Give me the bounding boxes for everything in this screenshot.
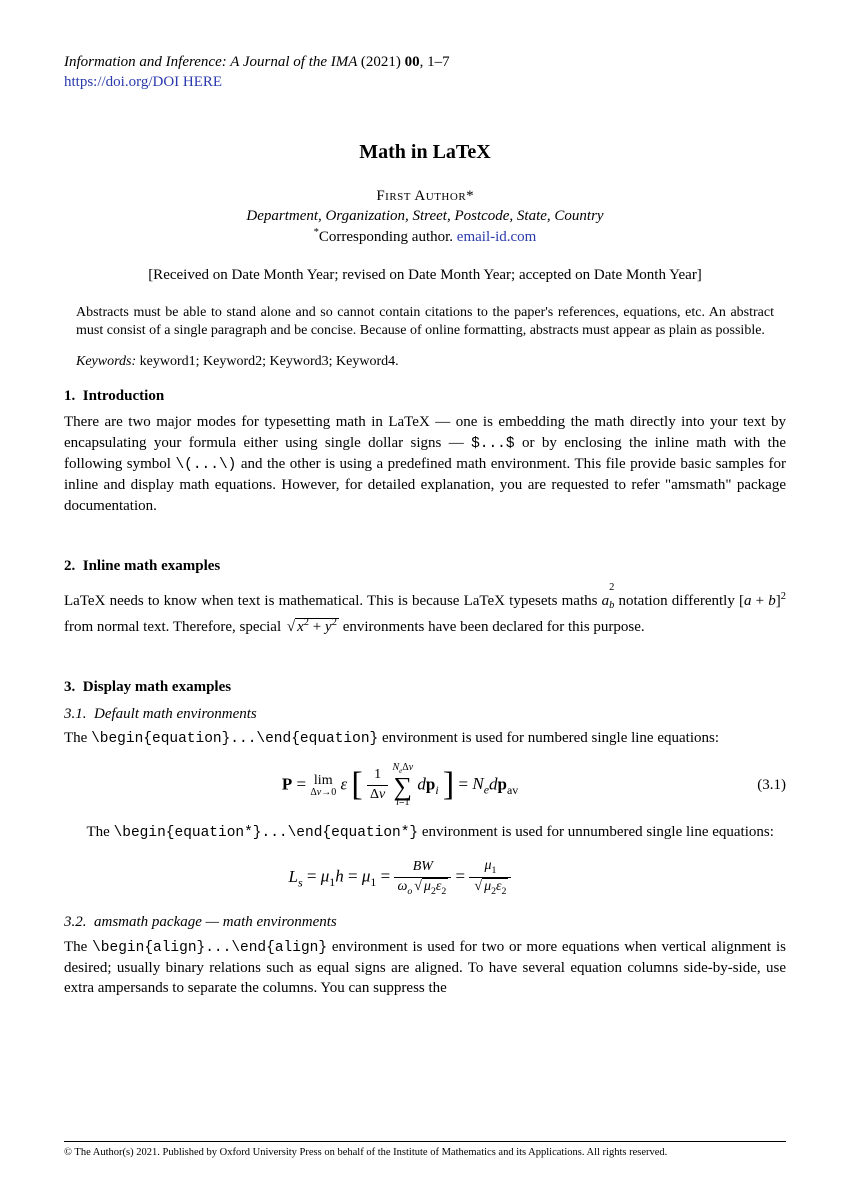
equation-3-1-body: P = limΔv→0 ε [ 1Δv NeΔv∑i=1 dpi ] = Ned… <box>282 763 518 808</box>
inline-math-2: [a + b]2 <box>739 593 786 609</box>
equation-3-1-number: (3.1) <box>736 775 786 795</box>
author-name-line: First Author* <box>64 186 786 206</box>
corresponding-line: *Corresponding author. email-id.com <box>64 226 786 247</box>
section-1-heading: 1. Introduction <box>64 386 786 406</box>
keywords: Keywords: keyword1; Keyword2; Keyword3; … <box>76 353 774 372</box>
inline-math-paragraph: LaTeX needs to know when text is mathema… <box>64 583 786 638</box>
doi-link[interactable]: https://doi.org/DOI HERE <box>64 74 222 90</box>
article-title: Math in LaTeX <box>64 139 786 166</box>
author-block: First Author* Department, Organization, … <box>64 186 786 248</box>
author-email[interactable]: email-id.com <box>457 229 537 245</box>
align-env-code: \begin{align}...\end{align} <box>92 940 327 956</box>
author-name: First Author <box>376 188 466 204</box>
inline-math-3: x2 + y2 <box>285 619 339 635</box>
equation-unnumbered: Ls = μ1h = μ1 = BWωoμ2ε2 = μ1μ2ε2 <box>64 857 786 898</box>
equation-unnumbered-body: Ls = μ1h = μ1 = BWωoμ2ε2 = μ1μ2ε2 <box>289 857 512 898</box>
abstract: Abstracts must be able to stand alone an… <box>76 304 774 342</box>
section-2-heading: 2. Inline math examples <box>64 556 786 576</box>
disp-2-paragraph: The \begin{equation*}...\end{equation*} … <box>64 822 786 843</box>
inline-math-1: a2b <box>602 593 615 609</box>
equation-env-code: \begin{equation}...\end{equation} <box>91 731 378 747</box>
journal-name: Information and Inference: A Journal of … <box>64 54 357 70</box>
section-3-heading: 3. Display math examples <box>64 677 786 697</box>
keywords-label: Keywords: <box>76 354 136 369</box>
doi-line: https://doi.org/DOI HERE <box>64 72 786 92</box>
running-head: Information and Inference: A Journal of … <box>64 52 786 72</box>
intro-paragraph: There are two major modes for typesettin… <box>64 412 786 516</box>
author-affiliation: Department, Organization, Street, Postco… <box>64 206 786 226</box>
disp-1-paragraph: The \begin{equation}...\end{equation} en… <box>64 728 786 749</box>
equation-3-1: P = limΔv→0 ε [ 1Δv NeΔv∑i=1 dpi ] = Ned… <box>64 763 786 808</box>
journal-year: (2021) 00, 1–7 <box>361 54 450 70</box>
copyright-footer: © The Author(s) 2021. Published by Oxfor… <box>64 1141 786 1160</box>
keywords-list: keyword1; Keyword2; Keyword3; Keyword4. <box>140 354 399 369</box>
equation-star-env-code: \begin{equation*}...\end{equation*} <box>114 825 419 841</box>
article-dates: [Received on Date Month Year; revised on… <box>64 265 786 285</box>
align-paragraph: The \begin{align}...\end{align} environm… <box>64 937 786 999</box>
section-3-2-heading: 3.2. amsmath package — math environments <box>64 912 786 932</box>
author-asterisk: * <box>466 188 474 204</box>
section-3-1-heading: 3.1. Default math environments <box>64 704 786 724</box>
